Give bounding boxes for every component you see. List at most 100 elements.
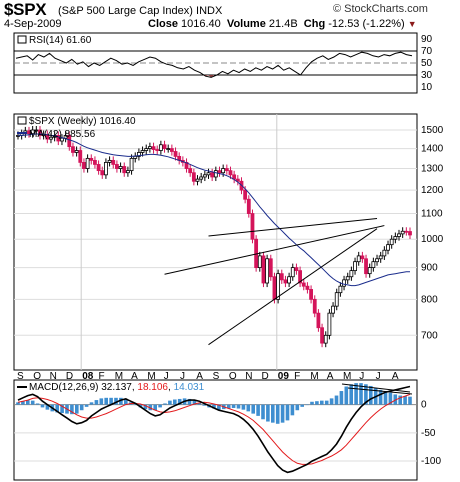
macd-hist-bar (236, 404, 241, 409)
rsi-tick-label: 90 (421, 34, 433, 45)
macd-hist-value: 14.031 (174, 382, 205, 393)
candle-body (408, 231, 412, 236)
candle-body (265, 258, 270, 284)
candle-body (100, 170, 105, 176)
macd-hist-bar (378, 389, 383, 405)
price-tick-label: 1500 (421, 125, 444, 136)
rsi-label: RSI(14) 61.60 (29, 35, 92, 46)
macd-hist-bar (320, 400, 324, 405)
candle-body (397, 233, 401, 237)
macd-hist-bar (70, 404, 74, 415)
macd-hist-bar (99, 398, 104, 405)
rsi-tick-label: 30 (421, 70, 433, 81)
macd-signal-line (17, 393, 411, 465)
price-legend: $SPX (Weekly) 1016.40 MA(42) 885.56 (17, 116, 136, 140)
macd-hist-bar (35, 403, 40, 405)
candle-body (136, 152, 141, 157)
macd-legend: MACD(12,26,9) 32.137, 18.106, 14.031 (17, 382, 205, 393)
macd-hist-bar (202, 404, 206, 406)
month-label: S (17, 371, 24, 382)
candle-body (246, 198, 251, 214)
ma-label: MA(42) 885.56 (29, 129, 96, 140)
macd-axis-ticks: 0 -50 -100 (421, 400, 441, 467)
candle-body (30, 129, 35, 135)
candle-body (158, 144, 163, 151)
candle-body (82, 162, 86, 169)
spx-legend-swatch (17, 116, 27, 125)
month-label: D (66, 371, 73, 382)
macd-hist-bar (344, 386, 349, 405)
macd-hist-bar (173, 399, 177, 405)
candle-body (147, 146, 152, 149)
candle-body (338, 285, 343, 294)
macd-hist-bar (354, 383, 358, 405)
candle-body (279, 273, 284, 281)
price-axis-ticks: 1500 1400 1300 1200 1100 1000 900 800 700 (421, 125, 444, 341)
candle-body (129, 157, 134, 172)
close-label: Close (148, 18, 178, 30)
macd-hist-bar (403, 396, 407, 405)
macd-hist-bar (163, 403, 167, 405)
candle-body (111, 159, 116, 165)
macd-hist-bar (124, 398, 128, 405)
month-label: N (245, 371, 252, 382)
close-value: 1016.40 (181, 18, 221, 30)
candle-body (389, 238, 394, 246)
quote-summary: Close 1016.40 Volume 21.4B Chg -12.53 (-… (148, 18, 417, 30)
macd-trendlines (341, 383, 413, 395)
macd-hist-bar (398, 395, 402, 405)
candle-body (118, 166, 123, 169)
macd-hist-bar (197, 402, 202, 405)
candle-body (261, 255, 266, 284)
candle-body (217, 170, 222, 174)
rsi-legend-swatch (17, 35, 27, 44)
rsi-legend: RSI(14) 61.60 (17, 35, 92, 46)
candle-body (382, 249, 387, 257)
macd-hist-bar (334, 395, 339, 405)
macd-hist-bar (40, 404, 45, 408)
month-label: M (343, 371, 351, 382)
macd-hist-bar (305, 404, 309, 406)
candle-body (386, 244, 390, 251)
month-label: 09 (278, 371, 290, 382)
macd-hist-bar (369, 385, 373, 405)
candle-body (78, 150, 83, 163)
macd-hist-bar (231, 404, 236, 408)
macd-hist-bar (187, 398, 192, 405)
month-label: A (196, 371, 203, 382)
symbol-title: $SPX (4, 0, 47, 19)
price-tick-label: 1400 (421, 144, 444, 155)
candle-body (257, 255, 262, 269)
candle-body (140, 150, 145, 153)
price-gridlines (14, 114, 417, 480)
rsi-line (15, 51, 413, 78)
trendlines (164, 217, 385, 346)
macd-hist-bar (158, 404, 162, 408)
macd-hist-bar (119, 397, 123, 405)
price-tick-label: 1200 (421, 185, 444, 196)
candle-body (63, 135, 68, 139)
month-label: A (392, 371, 399, 382)
candle-body (250, 213, 255, 240)
month-label: J (376, 371, 381, 382)
macd-hist-bar (300, 404, 304, 407)
macd-hist-bar (310, 401, 314, 405)
candle-body (378, 255, 383, 260)
candle-body (155, 149, 160, 151)
candle-body (309, 289, 313, 300)
macd-hist-bar (349, 384, 353, 405)
candle-body (210, 172, 215, 178)
macd-tick-label: -100 (421, 456, 441, 467)
macd-label-name: MACD(12,26,9) (29, 382, 98, 393)
macd-hist-bar (383, 391, 388, 405)
price-tick-label: 800 (421, 294, 438, 305)
chg-label: Chg (303, 18, 326, 30)
macd-hist-bar (393, 394, 398, 405)
candle-body (301, 282, 306, 287)
candle-body (93, 159, 97, 165)
candle-body (290, 267, 295, 278)
candle-body (235, 178, 240, 182)
candle-body (195, 178, 200, 182)
month-label: F (294, 371, 300, 382)
